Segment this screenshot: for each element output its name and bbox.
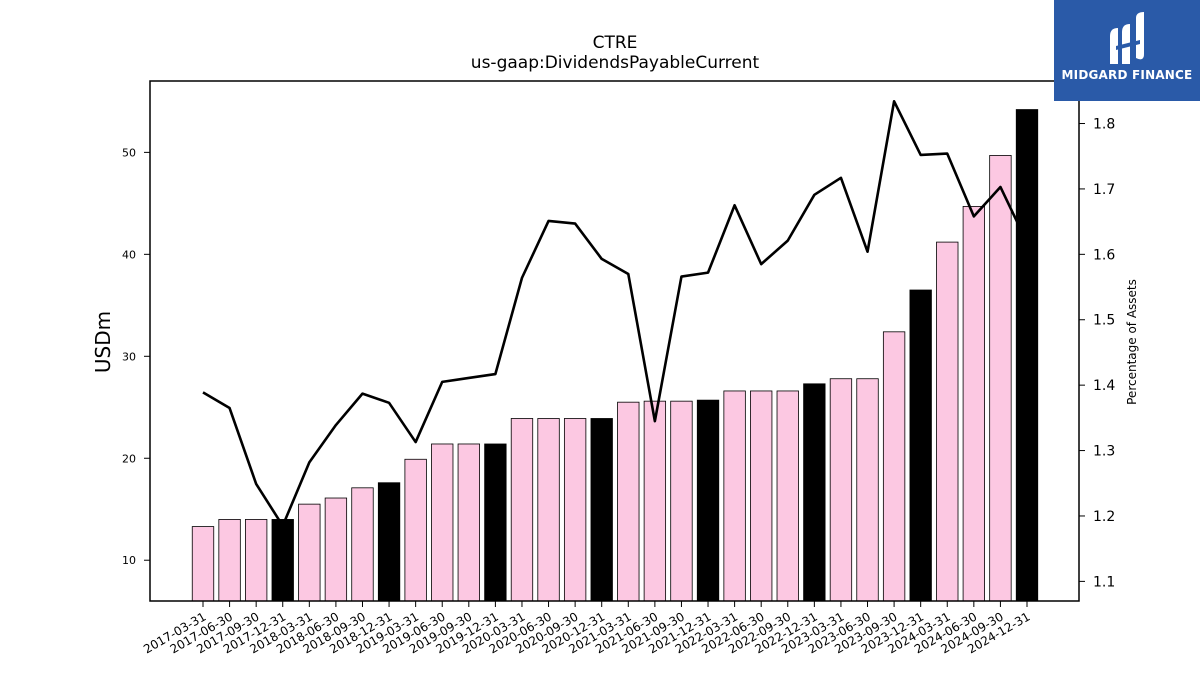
- bar-2019-03-31: [404, 458, 427, 602]
- y2-tick-label: 1.3: [1093, 444, 1115, 460]
- bar-2024-09-30: [989, 155, 1012, 602]
- percentage-line: [202, 99, 1029, 528]
- y2-tick-label: 1.2: [1093, 509, 1115, 525]
- bars: [191, 109, 1039, 602]
- midgard-logo-icon: [1110, 12, 1144, 64]
- bar-2022-06-30: [750, 390, 773, 602]
- y2-tick-label: 1.1: [1093, 574, 1115, 590]
- bar-2020-03-31: [510, 418, 534, 602]
- bar-2019-06-30: [431, 443, 454, 602]
- bar-2021-06-30: [643, 400, 667, 602]
- bar-2019-12-31: [484, 443, 507, 602]
- bar-2024-12-31: [1015, 109, 1039, 602]
- midgard-finance-logo: MIDGARD FINANCE: [1054, 0, 1200, 101]
- bar-2017-12-31: [271, 519, 294, 602]
- bar-2021-03-31: [617, 401, 640, 602]
- bar-2018-03-31: [298, 503, 321, 602]
- bar-2020-09-30: [563, 418, 587, 602]
- y2-axis-label: Percentage of Assets: [1125, 279, 1139, 405]
- y-tick-label: 30: [122, 350, 136, 363]
- bar-2017-03-31: [191, 526, 215, 602]
- bar-2018-06-30: [324, 497, 348, 602]
- bar-2017-06-30: [218, 519, 241, 602]
- bar-2020-06-30: [537, 418, 560, 602]
- y2-tick-label: 1.7: [1093, 182, 1115, 198]
- bar-2024-06-30: [962, 206, 985, 602]
- bar-2018-12-31: [377, 482, 401, 602]
- plot-frame: [149, 80, 1080, 602]
- y-axis-label: USDm: [91, 311, 115, 373]
- bar-2019-09-30: [457, 443, 480, 602]
- chart-subtitle: us-gaap:DividendsPayableCurrent: [471, 53, 760, 73]
- y2-tick-label: 1.5: [1093, 313, 1115, 329]
- ticks: 10203040501.11.21.31.41.51.61.71.82017-0…: [122, 117, 1115, 657]
- logo-text: MIDGARD FINANCE: [1061, 68, 1193, 82]
- percentage-of-assets-line: [202, 99, 1029, 528]
- y-tick-label: 10: [122, 554, 136, 567]
- y-tick-label: 40: [122, 248, 136, 261]
- bar-2018-09-30: [351, 487, 374, 602]
- bar-2023-12-31: [909, 289, 932, 602]
- chart-title: CTRE: [593, 33, 638, 53]
- bar-2020-12-31: [590, 418, 613, 602]
- bar-2022-09-30: [776, 390, 799, 602]
- bar-2024-03-31: [936, 241, 959, 602]
- bar-2022-03-31: [723, 390, 746, 602]
- bar-2023-03-31: [829, 378, 853, 602]
- y2-tick-label: 1.8: [1093, 117, 1115, 133]
- bar-2022-12-31: [803, 383, 826, 602]
- bar-2021-12-31: [696, 399, 720, 602]
- bar-2017-09-30: [245, 519, 268, 602]
- bar-2023-06-30: [856, 378, 879, 602]
- y2-tick-label: 1.4: [1093, 378, 1115, 394]
- y2-tick-label: 1.6: [1093, 247, 1115, 263]
- bar-2023-09-30: [882, 331, 906, 602]
- y-tick-label: 20: [122, 452, 136, 465]
- bar-2021-09-30: [670, 400, 693, 602]
- y-tick-label: 50: [122, 146, 136, 159]
